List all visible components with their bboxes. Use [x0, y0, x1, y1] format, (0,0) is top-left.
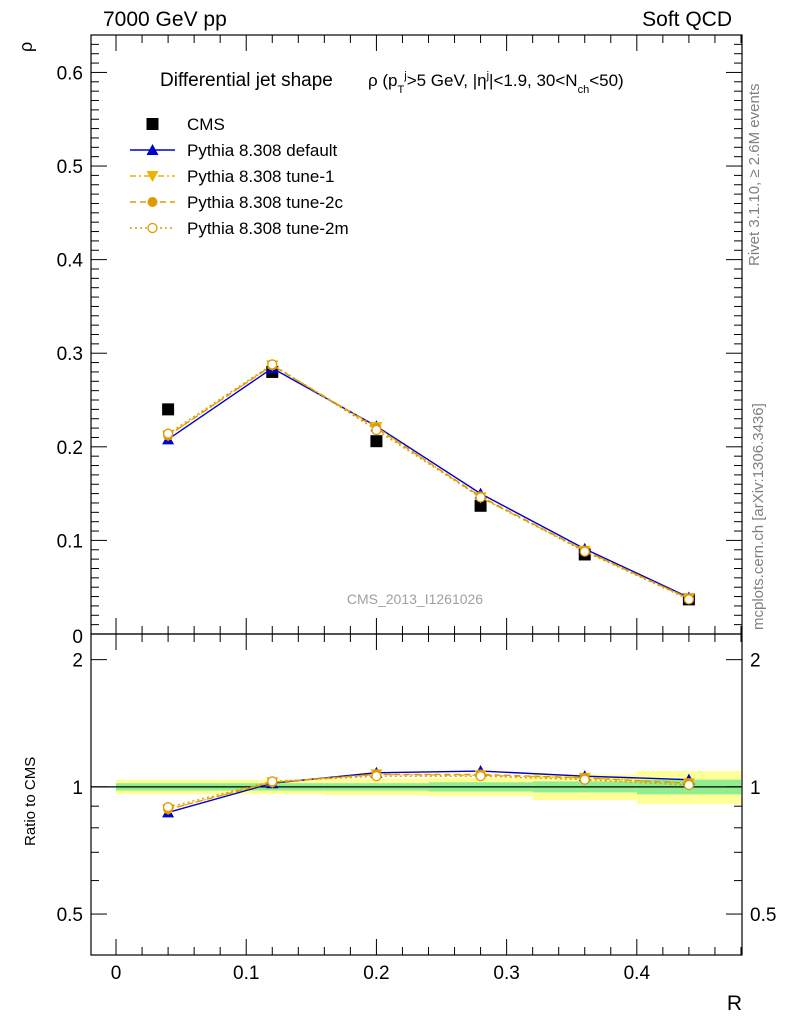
ratio-x-tick-label: 0.1 [233, 963, 259, 984]
data-point-tune2m [267, 776, 278, 787]
ratio-y-tick-label-right: 0.5 [750, 905, 776, 926]
x-axis-title: R [727, 992, 742, 1015]
chart-title: Differential jet shape [160, 70, 333, 91]
main-y-tick-label: 0.2 [57, 438, 83, 459]
legend-label: Pythia 8.308 tune-2m [187, 219, 349, 238]
main-y-tick-label: 0.1 [57, 531, 83, 552]
ratio-y-tick-label: 0.5 [57, 905, 83, 926]
legend: CMS Pythia 8.308 default Pythia 8.308 tune… [130, 115, 349, 238]
data-point-default [146, 144, 159, 155]
ratio-series-line [167, 773, 689, 810]
main-y-tick-label: 0.5 [57, 157, 83, 178]
data-point-cms [474, 499, 487, 512]
main-series-0 [162, 365, 695, 606]
data-point-tune2c [147, 197, 158, 207]
header-right: Soft QCD [642, 8, 732, 31]
ratio-x-tick-label: 0.2 [363, 963, 389, 984]
main-y-tick-label: 0.3 [57, 344, 83, 365]
data-point-tune2m [267, 359, 278, 370]
legend-label: Pythia 8.308 tune-2c [187, 193, 343, 212]
analysis-watermark: CMS_2013_I1261026 [347, 591, 483, 607]
data-point-tune2m [475, 492, 486, 503]
data-point-cms [146, 118, 159, 130]
legend-label: CMS [187, 115, 225, 134]
data-point-tune1 [146, 171, 159, 182]
ratio-y-tick-label-right: 2 [750, 651, 761, 672]
data-point-cms [162, 403, 175, 416]
ratio-y-tick-label-right: 1 [750, 778, 761, 799]
legend-label: Pythia 8.308 tune-1 [187, 167, 334, 186]
data-point-tune2m [475, 771, 486, 782]
ratio-series-3 [162, 771, 695, 813]
main-y-tick-label: 0.4 [57, 251, 84, 272]
ratio-x-tick-label: 0.4 [624, 963, 651, 984]
header-left: 7000 GeV pp [103, 8, 227, 31]
data-point-tune2m [579, 774, 590, 785]
data-point-tune2m [147, 222, 158, 234]
ratio-y-tick-label: 2 [72, 651, 83, 672]
main-series-line [167, 364, 690, 600]
main-series-4 [162, 359, 695, 605]
data-point-cms [370, 435, 383, 448]
ratio-x-tick-label: 0.3 [493, 963, 519, 984]
data-point-tune2m [162, 802, 174, 813]
data-point-tune2m [683, 779, 695, 791]
ratio-plot-frame [90, 633, 743, 956]
ratio-y-tick-label: 1 [72, 778, 83, 799]
chart-title-cuts: ρ (pTj>5 GeV, |ηj|<1.9, 30<Nch<50) [368, 70, 624, 96]
main-series-1 [162, 362, 695, 603]
data-point-tune2m [371, 424, 382, 436]
legend-label: Pythia 8.308 default [187, 141, 338, 160]
data-point-tune2m [162, 428, 174, 439]
main-y-tick-label: 0.6 [57, 63, 83, 84]
data-point-tune2m [683, 594, 695, 605]
data-point-tune2m [579, 546, 590, 557]
main-series-2 [162, 360, 695, 605]
main-series-line [167, 364, 690, 600]
ratio-series-line [167, 770, 689, 814]
main-series-3 [163, 360, 694, 604]
data-point-tune2m [371, 771, 382, 782]
main-y-tick-label: 0 [72, 627, 83, 648]
main-series-line [167, 363, 690, 601]
ratio-series-line [167, 773, 689, 810]
main-series-line [167, 367, 690, 599]
ratio-x-tick-label: 0 [111, 963, 122, 984]
